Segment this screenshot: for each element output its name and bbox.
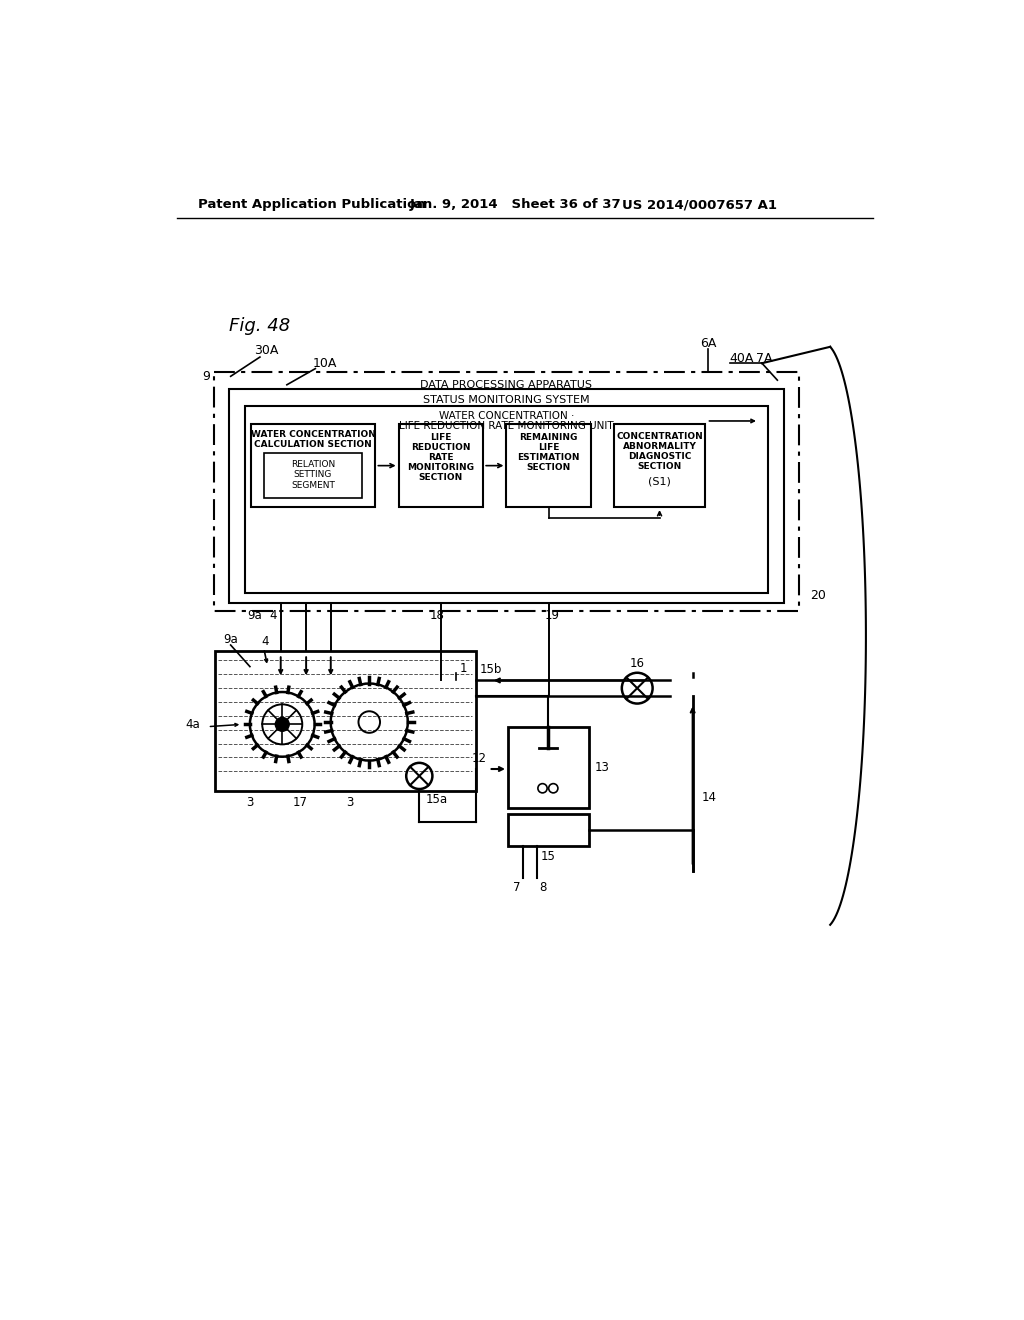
- Text: SECTION: SECTION: [419, 474, 463, 482]
- Bar: [508, 726, 589, 808]
- Text: 30A: 30A: [254, 345, 279, 358]
- Text: MONITORING: MONITORING: [408, 463, 474, 473]
- Text: 1: 1: [460, 661, 468, 675]
- Bar: [506, 424, 591, 507]
- Text: SETTING: SETTING: [294, 470, 332, 479]
- Text: LIFE REDUCTION RATE MONITORING UNIT: LIFE REDUCTION RATE MONITORING UNIT: [399, 421, 613, 432]
- Text: 9a: 9a: [223, 634, 238, 647]
- Text: 7A: 7A: [756, 352, 772, 366]
- Text: 9a: 9a: [248, 610, 262, 622]
- Text: 18: 18: [430, 610, 444, 622]
- Text: LIFE: LIFE: [430, 433, 452, 442]
- Text: Jan. 9, 2014   Sheet 36 of 37: Jan. 9, 2014 Sheet 36 of 37: [410, 198, 621, 211]
- Text: WATER CONCENTRATION: WATER CONCENTRATION: [251, 430, 376, 440]
- Text: LIFE: LIFE: [538, 444, 559, 453]
- Text: 15: 15: [541, 850, 556, 863]
- Text: WATER CONCENTRATION ·: WATER CONCENTRATION ·: [438, 412, 574, 421]
- Text: STATUS MONITORING SYSTEM: STATUS MONITORING SYSTEM: [423, 395, 590, 405]
- Text: RELATION: RELATION: [291, 459, 335, 469]
- Text: REDUCTION: REDUCTION: [411, 444, 471, 453]
- Bar: [508, 813, 589, 846]
- Text: ESTIMATION: ESTIMATION: [517, 454, 580, 462]
- Text: Fig. 48: Fig. 48: [229, 317, 291, 335]
- Bar: [398, 424, 483, 507]
- Text: 3: 3: [346, 796, 353, 809]
- Text: 40A: 40A: [730, 352, 754, 366]
- Text: Patent Application Publication: Patent Application Publication: [199, 198, 426, 211]
- Text: 4: 4: [261, 635, 269, 648]
- Text: 8: 8: [539, 880, 546, 894]
- Text: DIAGNOSTIC: DIAGNOSTIC: [628, 451, 691, 461]
- Bar: [264, 453, 362, 498]
- Text: 10A: 10A: [312, 356, 337, 370]
- Text: SECTION: SECTION: [637, 462, 682, 471]
- Text: 15b: 15b: [479, 663, 502, 676]
- Text: 4a: 4a: [185, 718, 200, 731]
- Text: 19: 19: [545, 610, 560, 622]
- Text: (S1): (S1): [648, 477, 671, 487]
- Bar: [251, 424, 376, 507]
- Text: 12: 12: [471, 752, 486, 766]
- Text: RATE: RATE: [428, 454, 454, 462]
- Text: 17: 17: [293, 796, 307, 809]
- Text: DATA PROCESSING APPARATUS: DATA PROCESSING APPARATUS: [420, 380, 592, 389]
- Bar: [215, 651, 475, 792]
- Text: 20: 20: [810, 589, 826, 602]
- Text: ABNORMALITY: ABNORMALITY: [623, 442, 696, 451]
- Text: 15a: 15a: [425, 792, 447, 805]
- Text: 16: 16: [630, 657, 645, 671]
- Text: CALCULATION SECTION: CALCULATION SECTION: [254, 440, 372, 449]
- Text: SECTION: SECTION: [526, 463, 570, 473]
- Bar: [214, 372, 799, 611]
- Text: 14: 14: [701, 791, 717, 804]
- Text: CONCENTRATION: CONCENTRATION: [616, 432, 702, 441]
- Bar: [245, 407, 768, 593]
- Text: 6A: 6A: [699, 337, 716, 350]
- Bar: [614, 424, 705, 507]
- Text: US 2014/0007657 A1: US 2014/0007657 A1: [622, 198, 777, 211]
- Text: 4: 4: [269, 610, 276, 622]
- Text: 13: 13: [595, 760, 609, 774]
- Text: SEGMENT: SEGMENT: [291, 482, 335, 490]
- Text: 7: 7: [513, 880, 521, 894]
- Bar: [229, 389, 783, 603]
- Text: 3: 3: [246, 796, 254, 809]
- Text: REMAINING: REMAINING: [519, 433, 578, 442]
- Text: 9: 9: [202, 370, 210, 383]
- Circle shape: [275, 718, 289, 731]
